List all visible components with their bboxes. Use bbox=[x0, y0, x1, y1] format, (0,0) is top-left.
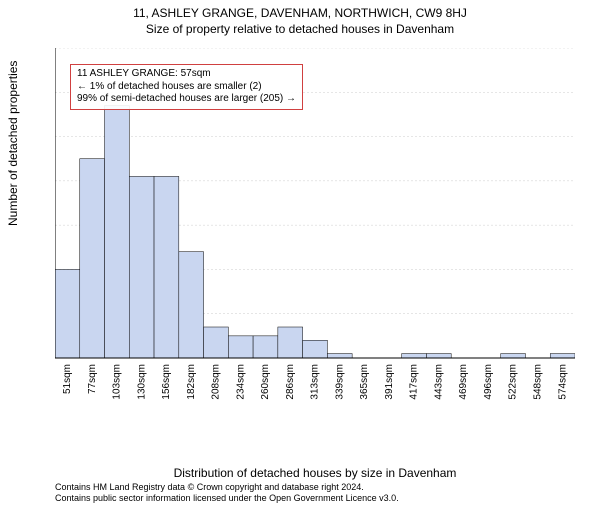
x-tick-label: 103sqm bbox=[112, 364, 123, 400]
x-tick-label: 443sqm bbox=[433, 364, 444, 400]
x-tick-label: 234sqm bbox=[235, 364, 246, 400]
x-tick-label: 522sqm bbox=[508, 364, 519, 400]
x-tick-label: 208sqm bbox=[211, 364, 222, 400]
x-tick-label: 496sqm bbox=[483, 364, 494, 400]
x-tick-label: 469sqm bbox=[458, 364, 469, 400]
x-tick-label: 417sqm bbox=[409, 364, 420, 400]
callout-line-1: 11 ASHLEY GRANGE: 57sqm bbox=[77, 68, 296, 81]
x-tick-label: 260sqm bbox=[260, 364, 271, 400]
y-axis-label: Number of detached properties bbox=[6, 61, 20, 226]
x-tick-label: 313sqm bbox=[310, 364, 321, 400]
title-subtitle: Size of property relative to detached ho… bbox=[0, 22, 600, 36]
x-tick-label: 391sqm bbox=[384, 364, 395, 400]
x-tick-label: 77sqm bbox=[87, 364, 98, 394]
x-tick-label: 156sqm bbox=[161, 364, 172, 400]
x-tick-label: 182sqm bbox=[186, 364, 197, 400]
callout-line-3: 99% of semi-detached houses are larger (… bbox=[77, 93, 296, 106]
x-tick-label: 548sqm bbox=[532, 364, 543, 400]
title-address: 11, ASHLEY GRANGE, DAVENHAM, NORTHWICH, … bbox=[0, 6, 600, 20]
x-tick-label: 365sqm bbox=[359, 364, 370, 400]
x-tick-label: 130sqm bbox=[136, 364, 147, 400]
x-axis-label: Distribution of detached houses by size … bbox=[55, 466, 575, 480]
x-tick-label: 286sqm bbox=[285, 364, 296, 400]
x-tick-label: 574sqm bbox=[557, 364, 568, 400]
x-tick-label: 339sqm bbox=[334, 364, 345, 400]
callout-line-2: ← 1% of detached houses are smaller (2) bbox=[77, 81, 296, 94]
attribution-line-1: Contains HM Land Registry data © Crown c… bbox=[55, 482, 399, 493]
attribution-line-2: Contains public sector information licen… bbox=[55, 493, 399, 504]
x-tick-label: 51sqm bbox=[62, 364, 73, 394]
attribution: Contains HM Land Registry data © Crown c… bbox=[55, 482, 399, 504]
property-callout: 11 ASHLEY GRANGE: 57sqm ← 1% of detached… bbox=[70, 64, 303, 110]
